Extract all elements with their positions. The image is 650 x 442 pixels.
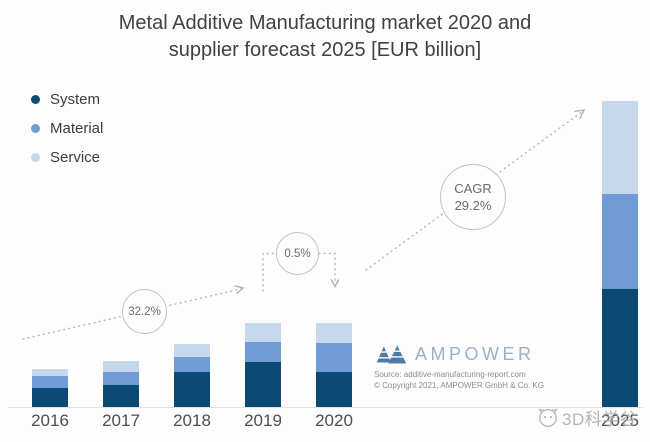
bar-2018-segment-material (174, 357, 210, 373)
bar-2016 (32, 368, 68, 407)
watermark-text: 3D科学谷 (562, 409, 638, 429)
bar-2019-segment-service (245, 323, 281, 342)
legend-item-service: Service (31, 148, 103, 167)
cagr-annotation-line1: CAGR (454, 181, 492, 196)
bar-2025-segment-service (602, 101, 638, 195)
ampower-logo-icon (376, 345, 407, 364)
x-label-2016: 2016 (31, 411, 69, 430)
legend-item-material: Material (31, 119, 103, 138)
bar-2016-segment-service (32, 368, 68, 376)
bar-2017-segment-system (103, 385, 139, 407)
bar-2020-segment-system (316, 372, 352, 407)
bar-2025-segment-system (602, 289, 638, 407)
bar-2018 (174, 344, 210, 407)
copyright-line: © Copyright 2021, AMPOWER GmbH & Co. KG (374, 380, 544, 390)
ampower-logo: AMPOWER (374, 344, 544, 365)
bar-2020-segment-material (316, 343, 352, 373)
source-line: Source: additive-manufacturing-report.co… (374, 370, 526, 379)
bar-2025 (602, 101, 638, 407)
legend-dot-system-icon (31, 95, 40, 104)
growth-annotation-2019-2020-label: 0.5% (284, 247, 311, 260)
legend-label-material: Material (50, 120, 104, 137)
bar-2016-segment-system (32, 388, 68, 407)
watermark: 3D科学谷 (536, 404, 637, 430)
x-label-2017: 2017 (102, 411, 140, 430)
watermark-mascot-icon (538, 408, 558, 427)
bar-2019 (245, 323, 281, 407)
x-label-2019: 2019 (244, 411, 282, 430)
growth-annotation-2016-2019-label: 32.2% (128, 305, 161, 318)
bar-2018-segment-service (174, 344, 210, 358)
growth-annotation-2016-2019: 32.2% (122, 289, 167, 334)
legend-item-system: System (31, 90, 103, 109)
x-axis-line (8, 407, 643, 408)
growth-annotation-2019-2020: 0.5% (276, 232, 319, 275)
bar-2017-segment-service (103, 361, 139, 373)
chart-title: Metal Additive Manufacturing market 2020… (0, 10, 650, 64)
ampower-logo-text: AMPOWER (415, 344, 535, 364)
x-label-2018: 2018 (173, 411, 211, 430)
bar-2017-segment-material (103, 372, 139, 386)
ampower-branding: AMPOWER Source: additive-manufacturing-r… (374, 344, 544, 391)
bar-2025-segment-material (602, 194, 638, 289)
legend-dot-material-icon (31, 124, 40, 133)
bar-2017 (103, 361, 139, 407)
bar-2020-segment-service (316, 322, 352, 344)
bar-2016-segment-material (32, 375, 68, 389)
x-label-2025: 2025 (601, 411, 639, 430)
legend: System Material Service (31, 90, 103, 177)
chart-title-line1: Metal Additive Manufacturing market 2020… (118, 12, 532, 34)
bar-2020 (316, 322, 352, 407)
bar-2019-segment-system (245, 362, 281, 407)
cagr-annotation: CAGR 29.2% (440, 164, 506, 230)
source-note: Source: additive-manufacturing-report.co… (374, 370, 544, 390)
legend-dot-service-icon (31, 153, 40, 162)
x-label-2020: 2020 (315, 411, 353, 430)
bar-2019-segment-material (245, 341, 281, 363)
legend-label-system: System (50, 91, 101, 108)
cagr-annotation-line2: 29.2% (454, 198, 492, 213)
legend-label-service: Service (50, 149, 101, 166)
chart-title-line2: supplier forecast 2025 [EUR billion] (168, 39, 482, 61)
bar-2018-segment-system (174, 372, 210, 407)
